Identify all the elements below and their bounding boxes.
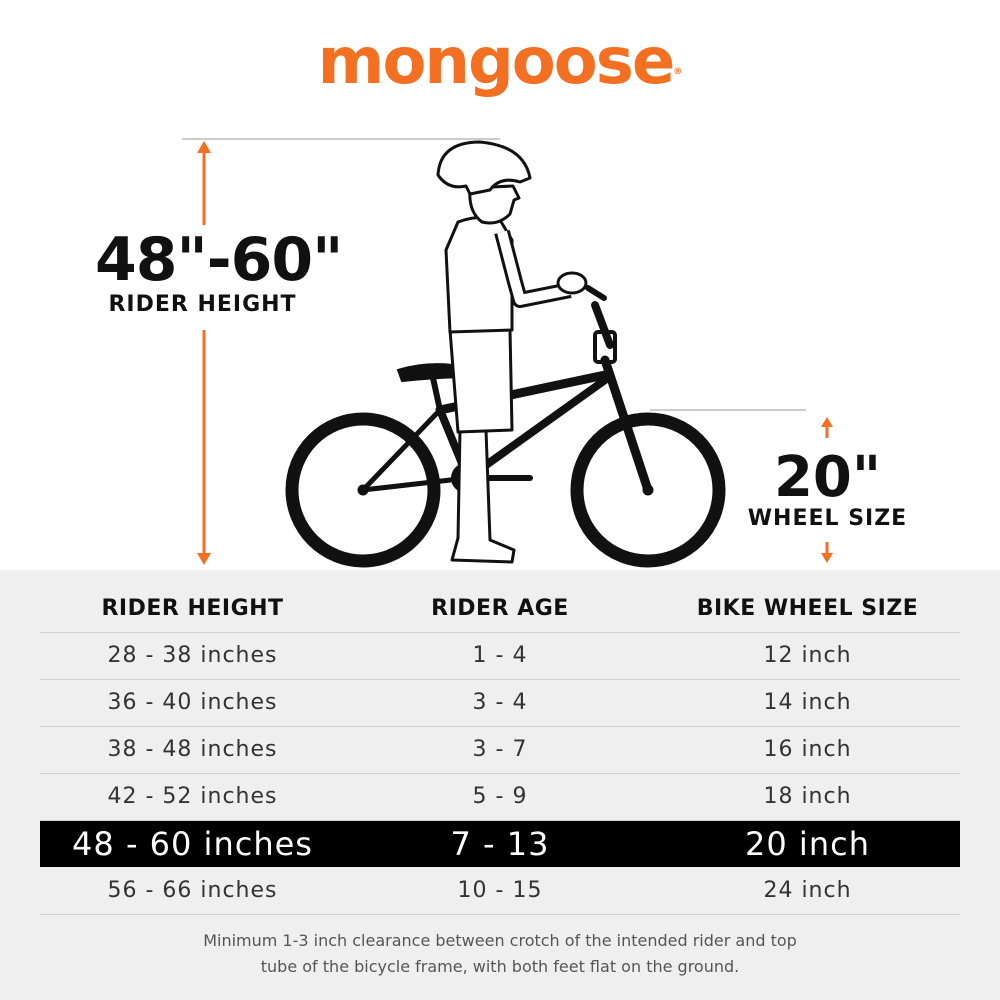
cell-rider-height: 42 - 52 inches bbox=[107, 784, 278, 809]
fit-note-line-2: tube of the bicycle frame, with both fee… bbox=[260, 957, 740, 976]
table-row: 38 - 48 inches 3 - 7 16 inch bbox=[40, 727, 960, 774]
table-row: 56 - 66 inches 10 - 15 24 inch bbox=[40, 868, 960, 915]
cell-rider-age: 1 - 4 bbox=[472, 643, 528, 668]
cell-wheel-size: 20 inch bbox=[745, 825, 870, 863]
wheel-size-label: WHEEL SIZE bbox=[747, 506, 908, 531]
rider-height-dimension bbox=[182, 138, 500, 565]
cell-rider-age: 3 - 4 bbox=[472, 690, 528, 715]
brand-logo: mongoose® bbox=[0, 22, 1000, 102]
cell-wheel-size: 12 inch bbox=[763, 643, 852, 668]
cell-rider-age: 7 - 13 bbox=[450, 825, 550, 863]
cell-wheel-size: 24 inch bbox=[763, 878, 852, 903]
arrow-up-icon bbox=[821, 417, 833, 427]
arrow-up-icon bbox=[197, 141, 211, 153]
front-wheel bbox=[570, 412, 726, 568]
table-row: 36 - 40 inches 3 - 4 14 inch bbox=[40, 680, 960, 727]
cell-wheel-size: 16 inch bbox=[763, 737, 852, 762]
bicycle bbox=[285, 285, 726, 568]
arrow-down-icon bbox=[197, 553, 211, 565]
size-chart: RIDER HEIGHT RIDER AGE BIKE WHEEL SIZE 2… bbox=[0, 570, 1000, 1000]
brand-name: mongoose bbox=[317, 25, 675, 99]
registered-mark: ® bbox=[673, 67, 683, 77]
cell-rider-height: 28 - 38 inches bbox=[107, 643, 278, 668]
table-header-row: RIDER HEIGHT RIDER AGE BIKE WHEEL SIZE bbox=[40, 586, 960, 633]
table-row: 42 - 52 inches 5 - 9 18 inch bbox=[40, 774, 960, 821]
arrow-down-icon bbox=[821, 553, 833, 563]
fit-note: Minimum 1-3 inch clearance between crotc… bbox=[150, 928, 850, 980]
table-row-highlighted: 48 - 60 inches 7 - 13 20 inch bbox=[40, 821, 960, 867]
bike-illustration bbox=[182, 138, 833, 568]
cell-wheel-size: 14 inch bbox=[763, 690, 852, 715]
fit-note-line-1: Minimum 1-3 inch clearance between crotc… bbox=[203, 931, 797, 950]
rider-height-value: 48"-60" bbox=[95, 225, 343, 295]
cell-rider-height: 36 - 40 inches bbox=[107, 690, 278, 715]
table-row: 28 - 38 inches 1 - 4 12 inch bbox=[40, 633, 960, 680]
header-rider-age: RIDER AGE bbox=[431, 596, 569, 621]
header-bike-wheel-size: BIKE WHEEL SIZE bbox=[696, 596, 919, 621]
rear-wheel bbox=[285, 412, 441, 568]
rider-height-label: RIDER HEIGHT bbox=[108, 292, 297, 317]
cell-rider-height: 48 - 60 inches bbox=[72, 825, 313, 863]
cell-rider-age: 5 - 9 bbox=[472, 784, 528, 809]
cell-rider-age: 3 - 7 bbox=[472, 737, 528, 762]
header-rider-height: RIDER HEIGHT bbox=[101, 596, 284, 621]
wheel-size-dimension bbox=[650, 409, 833, 563]
cell-rider-height: 56 - 66 inches bbox=[107, 878, 278, 903]
cell-wheel-size: 18 inch bbox=[763, 784, 852, 809]
wheel-size-value: 20" bbox=[773, 445, 882, 510]
cell-rider-age: 10 - 15 bbox=[457, 878, 543, 903]
cell-rider-height: 38 - 48 inches bbox=[107, 737, 278, 762]
rider bbox=[436, 140, 588, 564]
